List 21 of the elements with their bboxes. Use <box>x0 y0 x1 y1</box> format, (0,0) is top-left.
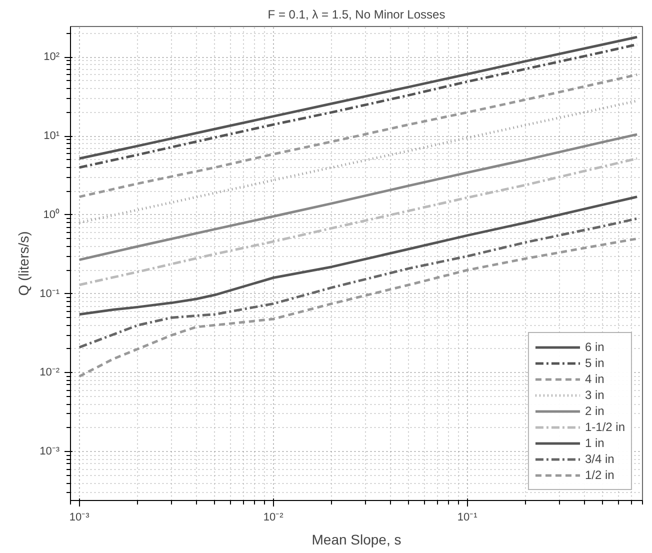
y-tick-label: 10⁻² <box>40 366 60 379</box>
y-tick-label: 10¹ <box>44 130 60 142</box>
x-tick-label: 10⁻³ <box>69 512 90 524</box>
y-axis-title: Q (liters/s) <box>16 231 32 296</box>
legend-label: 3 in <box>584 387 605 403</box>
legend-label: 5 in <box>584 355 605 371</box>
legend-label: 2 in <box>584 403 605 419</box>
legend-label: 4 in <box>584 371 605 387</box>
x-axis-title: Mean Slope, s <box>312 532 402 548</box>
legend-label: 1/2 in <box>584 467 614 483</box>
y-tick-label: 10⁻³ <box>40 446 60 458</box>
y-tick-label: 10⁻¹ <box>40 288 60 300</box>
x-tick-label: 10⁻¹ <box>457 512 478 524</box>
legend-label: 3/4 in <box>584 451 614 467</box>
x-tick-label: 10⁻² <box>263 512 284 524</box>
chart-title: F = 0.1, λ = 1.5, No Minor Losses <box>268 8 446 22</box>
legend-label: 1 in <box>584 435 605 451</box>
y-tick-label: 10² <box>44 51 60 64</box>
legend-label: 6 in <box>584 339 605 355</box>
y-tick-label: 10⁰ <box>43 208 60 221</box>
legend-label: 1-1/2 in <box>584 419 625 435</box>
